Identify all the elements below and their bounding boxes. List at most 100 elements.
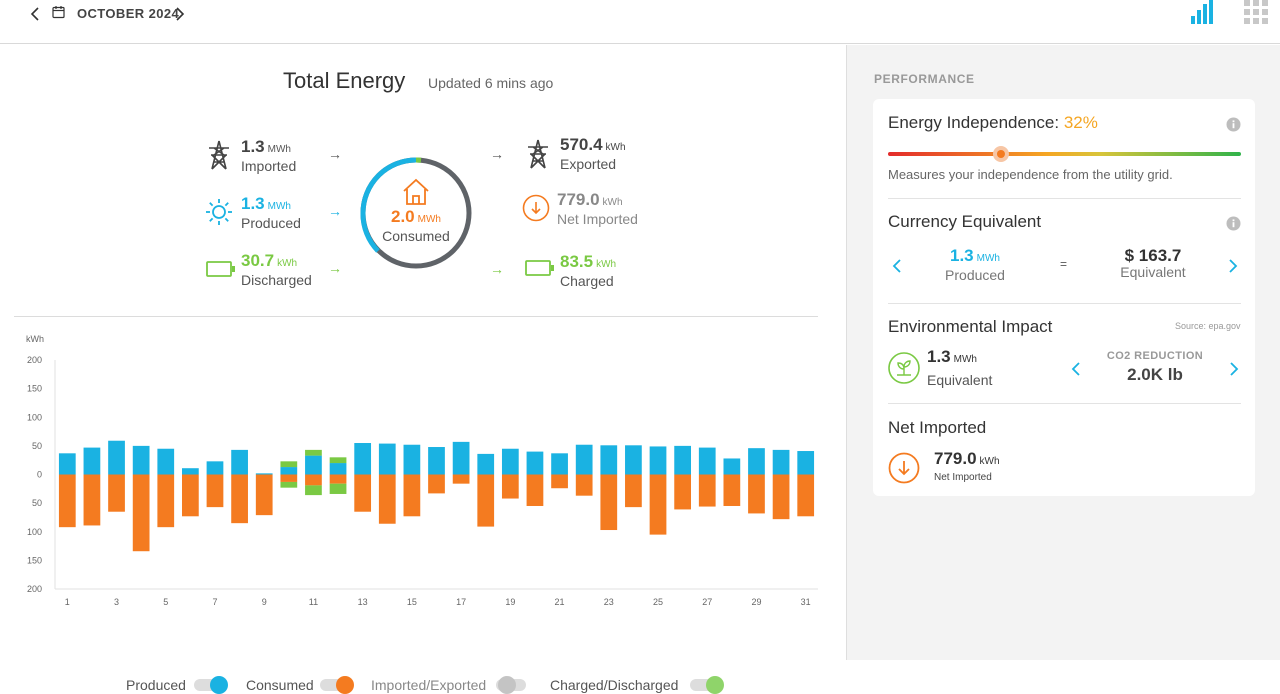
consumed-bar bbox=[575, 474, 593, 496]
x-tick-label: 3 bbox=[114, 597, 119, 607]
consumed-bar bbox=[329, 474, 347, 484]
y-tick-label: 150 bbox=[27, 384, 42, 394]
produced-bar bbox=[280, 467, 298, 475]
y-tick-label: 100 bbox=[27, 527, 42, 537]
x-tick-label: 9 bbox=[262, 597, 267, 607]
divider bbox=[888, 198, 1241, 199]
divider bbox=[888, 403, 1241, 404]
x-tick-label: 11 bbox=[309, 597, 318, 607]
charged-label: Charged bbox=[560, 273, 614, 289]
produced-bar bbox=[182, 468, 199, 475]
produced-bar bbox=[797, 451, 815, 475]
produced-bar bbox=[378, 443, 396, 475]
toggle-knob bbox=[336, 676, 354, 694]
legend-produced-label: Produced bbox=[126, 677, 186, 693]
currency-produced-value: 1.3 bbox=[950, 246, 974, 265]
chevron-right-icon[interactable] bbox=[1227, 258, 1239, 274]
environmental-equivalent: 1.3 MWh Equivalent bbox=[927, 347, 993, 388]
performance-heading: PERFORMANCE bbox=[874, 72, 975, 86]
consumed-bar bbox=[452, 474, 470, 484]
arrow-down-circle-icon bbox=[522, 194, 550, 222]
discharged-unit: kWh bbox=[277, 258, 298, 269]
performance-card bbox=[873, 99, 1255, 496]
consumed-bar bbox=[206, 474, 224, 508]
top-bar: OCTOBER 2024 bbox=[0, 0, 1280, 44]
env-value: 1.3 bbox=[927, 347, 951, 366]
x-tick-label: 13 bbox=[358, 597, 368, 607]
net-imported-unit: kWh bbox=[602, 197, 623, 208]
calendar-icon[interactable] bbox=[52, 5, 65, 19]
charged-stat: 83.5 kWh Charged bbox=[560, 253, 616, 289]
chevron-right-icon[interactable] bbox=[171, 6, 187, 22]
consumed-bar bbox=[305, 474, 322, 486]
bar-chart-view-icon[interactable] bbox=[1190, 0, 1216, 25]
y-tick-label: 50 bbox=[32, 441, 42, 451]
x-tick-label: 17 bbox=[456, 597, 466, 607]
x-tick-label: 1 bbox=[65, 597, 70, 607]
chevron-right-icon[interactable] bbox=[1228, 361, 1240, 377]
produced-bar bbox=[403, 444, 421, 475]
consumed-stat: 2.0 MWh Consumed bbox=[382, 207, 450, 244]
energy-independence-value: 32% bbox=[1063, 113, 1098, 132]
x-tick-label: 29 bbox=[751, 597, 761, 607]
info-icon[interactable] bbox=[1226, 216, 1241, 231]
net-imported-title: Net Imported bbox=[888, 418, 987, 437]
page-title: Total Energy bbox=[283, 68, 406, 93]
info-icon[interactable] bbox=[1226, 117, 1241, 132]
produced-bar bbox=[625, 445, 642, 475]
consumed-unit: MWh bbox=[417, 214, 441, 225]
consumed-value: 2.0 bbox=[391, 207, 415, 226]
toggle-knob bbox=[210, 676, 228, 694]
currency-produced-label: Produced bbox=[945, 267, 1005, 283]
imported-stat: 1.3 MWh Imported bbox=[241, 137, 296, 174]
currency-equivalent-label: Equivalent bbox=[1120, 264, 1186, 280]
consumed-bar bbox=[600, 474, 618, 531]
consumed-bar bbox=[58, 474, 76, 528]
y-axis-title: kWh bbox=[26, 334, 44, 344]
y-tick-label: 200 bbox=[27, 355, 42, 365]
grid-view-icon[interactable] bbox=[1244, 0, 1270, 25]
exported-stat: 570.4 kWh Exported bbox=[560, 135, 626, 172]
legend-imported-exported-label: Imported/Exported bbox=[371, 677, 487, 693]
x-tick-label: 25 bbox=[653, 597, 663, 607]
chevron-left-icon[interactable] bbox=[28, 6, 44, 22]
arrow-icon: → bbox=[328, 203, 342, 219]
legend-produced-toggle[interactable] bbox=[194, 676, 228, 694]
chevron-left-icon[interactable] bbox=[1070, 361, 1082, 377]
net-label: Net Imported bbox=[934, 472, 992, 483]
y-tick-label: 50 bbox=[32, 498, 42, 508]
consumed-bar bbox=[378, 474, 396, 524]
legend-consumed-toggle[interactable] bbox=[320, 676, 354, 694]
gauge-track bbox=[888, 152, 1241, 156]
legend-charged-discharged-label: Charged/Discharged bbox=[550, 677, 679, 693]
charged-bar bbox=[305, 485, 322, 496]
produced-bar bbox=[305, 455, 322, 475]
produced-bar bbox=[575, 444, 593, 475]
chevron-left-icon[interactable] bbox=[891, 258, 903, 274]
legend-charged-discharged-toggle[interactable] bbox=[690, 676, 724, 694]
produced-label: Produced bbox=[241, 215, 301, 231]
x-tick-label: 21 bbox=[555, 597, 565, 607]
imported-value: 1.3 bbox=[241, 137, 265, 156]
legend-imported-exported-toggle[interactable] bbox=[496, 676, 526, 694]
env-label: Equivalent bbox=[927, 372, 993, 388]
house-icon bbox=[403, 178, 429, 205]
net-imported-summary: 779.0 kWh Net Imported bbox=[934, 450, 1000, 486]
exported-value: 570.4 bbox=[560, 135, 603, 154]
produced-bar bbox=[108, 440, 125, 475]
arrow-icon: → bbox=[328, 146, 342, 162]
discharged-stat: 30.7 kWh Discharged bbox=[241, 252, 312, 288]
y-tick-label: 0 bbox=[37, 470, 42, 480]
consumed-bar bbox=[674, 474, 691, 510]
produced-bar bbox=[58, 453, 76, 475]
discharged-bar bbox=[305, 449, 322, 456]
month-label[interactable]: OCTOBER 2024 bbox=[77, 6, 180, 21]
consumed-bar bbox=[255, 474, 273, 516]
produced-bar bbox=[501, 448, 519, 475]
currency-produced: 1.3 MWh Produced bbox=[935, 246, 1015, 283]
produced-bar bbox=[132, 445, 150, 475]
arrow-down-circle-icon bbox=[888, 452, 920, 484]
x-tick-label: 23 bbox=[604, 597, 614, 607]
toggle-knob bbox=[498, 676, 516, 694]
power-tower-icon bbox=[528, 139, 548, 169]
